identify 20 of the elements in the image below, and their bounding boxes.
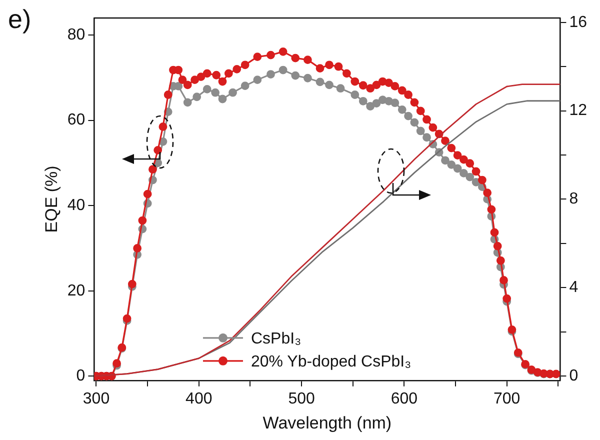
legend-label: 20% Yb-doped CsPbI₃ — [251, 353, 412, 370]
x-tick-label: 400 — [186, 390, 212, 408]
y-tick-label: 0 — [76, 368, 86, 385]
x-tick-label: 700 — [493, 390, 520, 408]
x-tick-label: 300 — [82, 390, 110, 408]
y-tick-label: 80 — [67, 26, 86, 44]
y2-tick-label: 8 — [569, 190, 578, 208]
y-tick-label: 40 — [67, 197, 86, 214]
legend-label: CsPbI₃ — [251, 330, 302, 348]
y2-tick-label: 12 — [569, 102, 588, 120]
y2-tick-label: 0 — [569, 367, 578, 384]
y-tick-label: 60 — [67, 112, 86, 129]
x-tick-label: 600 — [390, 390, 418, 408]
chart-title: e) — [8, 4, 32, 35]
x-tick-label: 500 — [288, 390, 315, 408]
y2-tick-label: 16 — [569, 14, 588, 31]
y2-tick-label: 4 — [569, 278, 578, 296]
y-axis-title: EQE (%) — [42, 166, 61, 233]
x-axis-title: Wavelength (nm) — [262, 413, 392, 432]
y-tick-label: 20 — [67, 282, 86, 300]
